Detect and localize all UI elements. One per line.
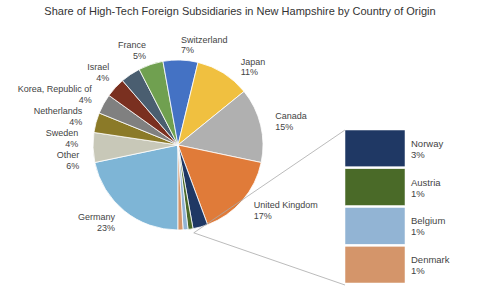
legend-connector: [194, 233, 345, 285]
slice-label-value: 5%: [133, 51, 146, 61]
slice-label-value: 17%: [254, 211, 272, 221]
slice-label: Korea, Republic of4%: [18, 84, 93, 105]
slice-label: Switzerland7%: [181, 35, 228, 56]
legend-entry: Austria1%: [411, 176, 441, 198]
slice-label-name: Canada: [275, 111, 307, 121]
legend-entry: Denmark1%: [411, 254, 450, 276]
legend-swatch: [345, 246, 405, 283]
slice-label: France5%: [118, 40, 146, 61]
slice-label: Netherlands4%: [34, 106, 83, 127]
legend-entry-value: 1%: [411, 187, 425, 198]
legend-entry-name: Austria: [411, 176, 441, 187]
legend-entry-value: 3%: [411, 148, 425, 159]
slice-label: Other6%: [57, 150, 80, 171]
slice-label-value: 6%: [66, 161, 79, 171]
slice-labels: France5%Israel4%Korea, Republic of4%Neth…: [18, 35, 318, 233]
chart: Share of High-Tech Foreign Subsidiaries …: [0, 0, 480, 294]
legend-entry-name: Belgium: [411, 215, 445, 226]
legend-swatch: [345, 169, 405, 206]
slice-label: Sweden4%: [46, 128, 79, 149]
slice-label-name: Korea, Republic of: [18, 84, 93, 94]
slice-label-value: 23%: [97, 223, 115, 233]
legend-entry-name: Norway: [411, 137, 443, 148]
legend-swatch: [345, 130, 405, 167]
slice-label: Israel4%: [87, 62, 109, 83]
slice-label-name: Other: [57, 150, 80, 160]
slice-label: United Kingdom17%: [254, 200, 318, 221]
slice-label-name: Israel: [87, 62, 109, 72]
pie: [93, 60, 263, 230]
legend-entry: Norway3%: [411, 137, 443, 159]
slice-label-value: 4%: [65, 139, 78, 149]
slice-label-name: Sweden: [46, 128, 79, 138]
pie-slice: [178, 145, 188, 230]
slice-label-name: United Kingdom: [254, 200, 318, 210]
slice-label-value: 4%: [69, 117, 82, 127]
legend-connector: [194, 130, 345, 233]
pie-slice: [178, 145, 193, 229]
slice-label-name: Switzerland: [181, 35, 228, 45]
title: Share of High-Tech Foreign Subsidiaries …: [44, 5, 435, 17]
legend-entry-value: 1%: [411, 226, 425, 237]
slice-label-name: Netherlands: [34, 106, 83, 116]
pie-slice: [178, 145, 183, 230]
slice-label-name: France: [118, 40, 146, 50]
legend-swatch: [345, 208, 405, 245]
legend-entry-value: 1%: [411, 265, 425, 276]
slice-label-value: 11%: [241, 67, 258, 77]
slice-label-name: Germany: [78, 212, 116, 222]
slice-label-value: 15%: [275, 122, 293, 132]
slice-label: Japan11%: [241, 57, 266, 78]
slice-label-value: 7%: [181, 45, 194, 55]
legend-entry: Belgium1%: [411, 215, 445, 237]
slice-label: Germany23%: [78, 212, 116, 233]
legend-entry-name: Denmark: [411, 254, 450, 265]
page: {"chart_data": {"type": "pie", "title": …: [0, 0, 480, 294]
slice-label-value: 4%: [96, 73, 109, 83]
slice-label-value: 4%: [79, 95, 92, 105]
slice-label: Canada15%: [275, 111, 307, 132]
legend: Norway3%Austria1%Belgium1%Denmark1%: [194, 130, 450, 285]
slice-label-name: Japan: [241, 57, 266, 67]
